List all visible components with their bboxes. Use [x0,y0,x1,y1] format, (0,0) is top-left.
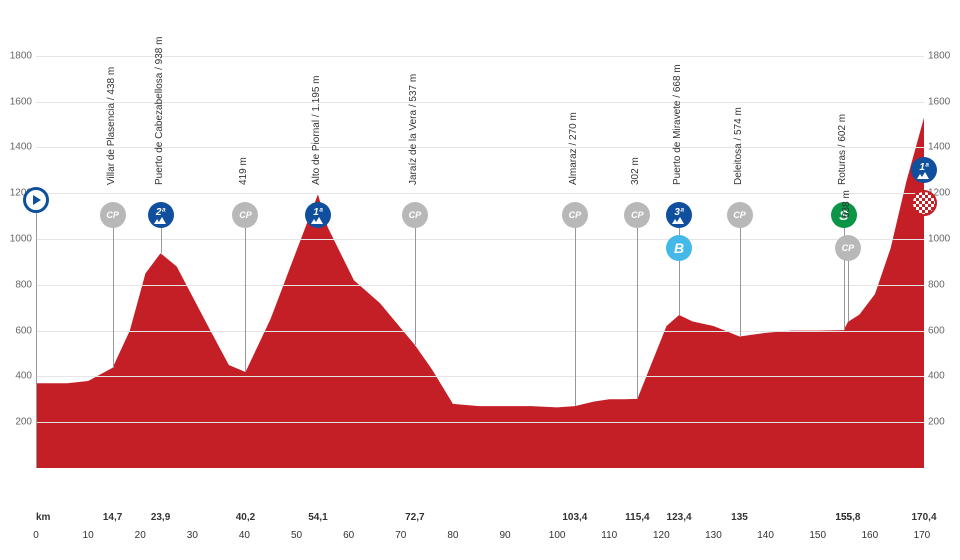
cp-icon: CP [402,202,428,228]
gridline [36,193,924,194]
x-tick: 130 [705,530,722,541]
poi-label: Puerto de Miravete / 668 m [672,64,683,185]
x-tick: 140 [757,530,774,541]
km-label: km [36,512,50,523]
x-tick: 120 [653,530,670,541]
gridline [36,285,924,286]
km-marker: 14,7 [103,512,122,523]
cat-icon: 1ª [911,157,937,183]
km-marker: 23,9 [151,512,170,523]
gridline [36,331,924,332]
x-tick: 160 [861,530,878,541]
y-tick: 1400 [10,142,32,153]
km-marker: 115,4 [625,512,649,523]
y-tick: 200 [15,417,32,428]
x-tick: 80 [447,530,458,541]
cp-icon: CP [727,202,753,228]
x-tick: 150 [809,530,826,541]
bonus-icon: B [666,235,692,261]
x-tick: 20 [135,530,146,541]
y-tick: 1600 [928,96,950,107]
x-tick: 90 [499,530,510,541]
y-tick: 1600 [10,96,32,107]
y-tick: 1400 [928,142,950,153]
x-tick: 0 [33,530,39,541]
km-marker: 123,4 [667,512,692,523]
y-tick: 600 [928,325,945,336]
y-axis-right: 20040060080010001200140016001800 [924,10,960,510]
y-tick: 800 [15,279,32,290]
poi-line [844,215,845,330]
gridline [36,422,924,423]
poi-label: Villar de Plasencia / 438 m [106,67,117,185]
x-tick: 60 [343,530,354,541]
km-marker: 54,1 [308,512,327,523]
y-axis-left: 20040060080010001200140016001800 [0,10,36,510]
poi-line [637,215,638,399]
cp-icon: CP [562,202,588,228]
cp-icon: CP [624,202,650,228]
finish-icon [911,190,937,216]
y-tick: 1800 [10,50,32,61]
y-tick: 200 [928,417,945,428]
x-tick: 170 [914,530,931,541]
poi-line [113,215,114,368]
poi-label: 638 m [841,190,852,218]
poi-label: 419 m [238,157,249,185]
km-marker: 72,7 [405,512,424,523]
km-marker: 40,2 [236,512,255,523]
poi-label: Alto de Piornal / 1.195 m [311,75,322,185]
poi-label: Almaraz / 270 m [568,112,579,185]
x-tick: 110 [601,530,617,541]
cp-icon: CP [232,202,258,228]
poi-line [245,215,246,372]
y-tick: 400 [928,371,945,382]
cp-icon: CP [835,235,861,261]
y-tick: 1000 [928,234,950,245]
gridline [36,239,924,240]
y-tick: 600 [15,325,32,336]
y-tick: 1800 [928,50,950,61]
km-marker: 170,4 [911,512,936,523]
cat-icon: 1ª [305,202,331,228]
x-tick: 40 [239,530,250,541]
poi-label: Deleitosa / 574 m [733,107,744,185]
poi-label: Puerto de Cabezabellosa / 938 m [154,37,165,185]
x-tick: 70 [395,530,406,541]
km-marker: 103,4 [562,512,587,523]
poi-line [740,215,741,337]
poi-line [415,215,416,345]
elevation-svg [36,10,924,510]
x-tick: 10 [83,530,94,541]
y-tick: 800 [928,279,945,290]
cat-icon: 3ª [666,202,692,228]
gridline [36,56,924,57]
plot-area: Villar de Plasencia / 438 m CP Puerto de C… [36,10,924,510]
elevation-area [36,118,924,468]
poi-line [679,215,680,315]
gridline [36,147,924,148]
start-icon [23,187,49,213]
km-marker: 155,8 [835,512,860,523]
poi-label: Roturas / 602 m [837,114,848,185]
poi-label: 302 m [630,157,641,185]
poi-line [36,200,37,468]
y-tick: 400 [15,371,32,382]
cp-icon: CP [100,202,126,228]
gridline [36,102,924,103]
poi-label: Jaraíz de la Vera / 537 m [408,74,419,185]
x-tick: 30 [187,530,198,541]
gridline [36,376,924,377]
x-tick: 100 [549,530,566,541]
x-axis: km 0 10 20 30 40 50 60 70 80 90 100 110 120 130 140 150… [36,510,924,548]
poi-line [575,215,576,406]
km-marker: 135 [731,512,748,523]
elevation-chart: 20040060080010001200140016001800 2004006… [0,0,960,560]
cat-icon: 2ª [148,202,174,228]
x-tick: 50 [291,530,302,541]
y-tick: 1000 [10,234,32,245]
